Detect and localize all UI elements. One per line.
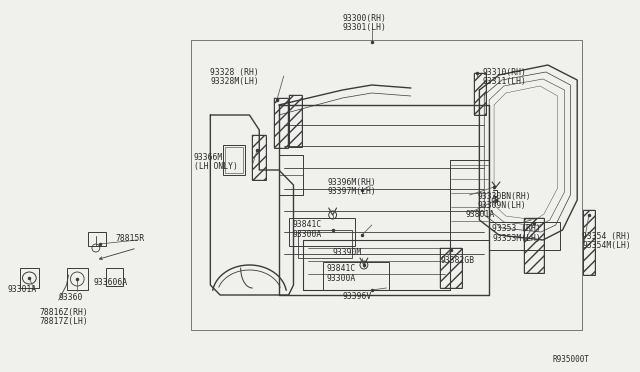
Bar bbox=[474, 73, 486, 115]
Text: R935000T: R935000T bbox=[553, 355, 589, 364]
Text: 93354M(LH): 93354M(LH) bbox=[582, 241, 631, 250]
Text: 93300A: 93300A bbox=[292, 230, 322, 239]
Text: 93309N(LH): 93309N(LH) bbox=[477, 201, 526, 210]
Bar bbox=[252, 135, 266, 180]
Text: 93310(RH): 93310(RH) bbox=[483, 68, 526, 77]
Text: 93301(LH): 93301(LH) bbox=[342, 23, 387, 32]
Text: 93396M(RH): 93396M(RH) bbox=[328, 178, 376, 187]
Text: 93397M(LH): 93397M(LH) bbox=[328, 187, 376, 196]
Text: 93841C: 93841C bbox=[327, 264, 356, 273]
Text: 93382GB: 93382GB bbox=[440, 256, 474, 265]
Text: 93311(LH): 93311(LH) bbox=[483, 77, 526, 86]
Text: 93353 (RH): 93353 (RH) bbox=[492, 224, 541, 233]
Text: 933606A: 933606A bbox=[94, 278, 128, 287]
Bar bbox=[274, 98, 287, 148]
Text: 93300(RH): 93300(RH) bbox=[342, 14, 387, 23]
Bar bbox=[88, 232, 106, 246]
Text: 93328 (RH): 93328 (RH) bbox=[211, 68, 259, 77]
Text: 78817Z(LH): 78817Z(LH) bbox=[39, 317, 88, 326]
Text: 93330BN(RH): 93330BN(RH) bbox=[477, 192, 531, 201]
Text: 93300A: 93300A bbox=[327, 274, 356, 283]
Text: (LH ONLY): (LH ONLY) bbox=[194, 162, 237, 171]
Text: 93354 (RH): 93354 (RH) bbox=[582, 232, 631, 241]
Text: 78815R: 78815R bbox=[115, 234, 145, 243]
Bar bbox=[223, 145, 244, 175]
Text: 93360: 93360 bbox=[59, 293, 83, 302]
Bar bbox=[289, 95, 302, 147]
Text: 93328M(LH): 93328M(LH) bbox=[211, 77, 259, 86]
Text: 93353M(LH): 93353M(LH) bbox=[492, 234, 541, 243]
Bar bbox=[20, 268, 39, 288]
Text: 93396V: 93396V bbox=[342, 292, 372, 301]
Text: 93801A: 93801A bbox=[466, 210, 495, 219]
Text: 93390M: 93390M bbox=[333, 248, 362, 257]
Bar bbox=[67, 268, 88, 290]
Text: 93366M: 93366M bbox=[194, 153, 223, 162]
Bar bbox=[225, 147, 243, 173]
Bar bbox=[524, 218, 544, 273]
Bar bbox=[489, 222, 559, 250]
Bar bbox=[298, 230, 352, 258]
Text: 93841C: 93841C bbox=[292, 220, 322, 229]
Bar bbox=[323, 262, 389, 290]
Bar bbox=[106, 268, 124, 286]
Bar bbox=[440, 248, 462, 288]
Bar bbox=[583, 210, 595, 275]
Bar bbox=[289, 218, 355, 246]
Text: 78816Z(RH): 78816Z(RH) bbox=[39, 308, 88, 317]
Text: 93301A: 93301A bbox=[8, 285, 37, 294]
